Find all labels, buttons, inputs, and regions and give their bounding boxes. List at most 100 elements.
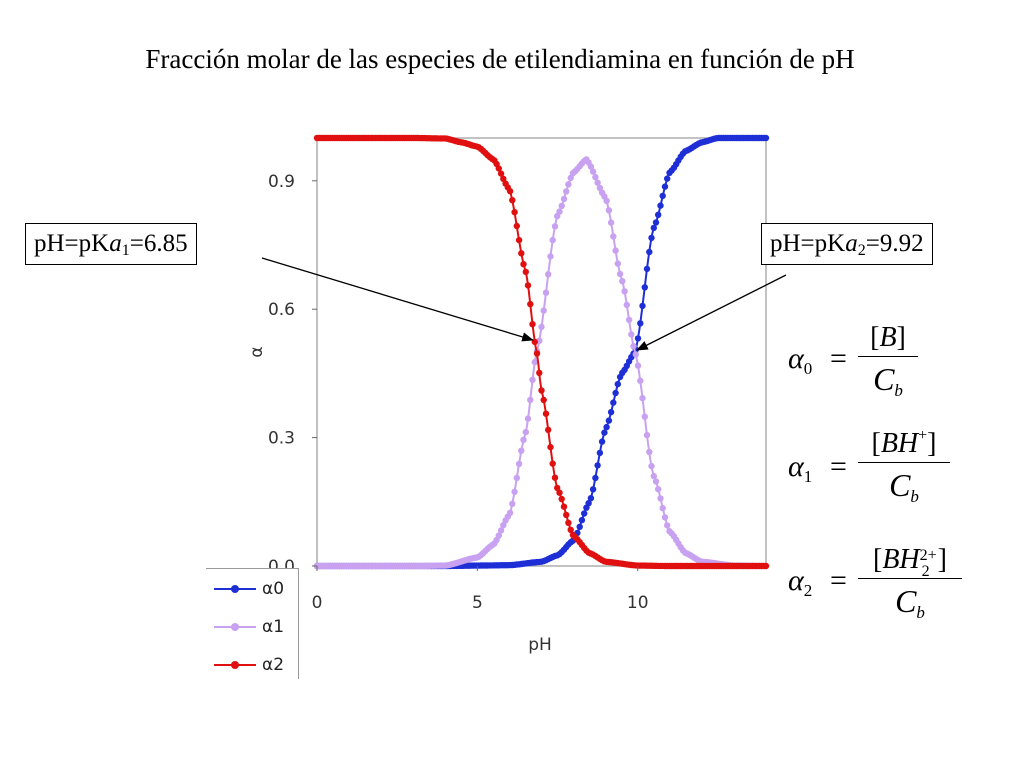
data-point [664,175,671,182]
page-title: Fracción molar de las especies de etilen… [145,44,855,74]
data-point [623,301,630,309]
alpha2-den-sub: b [916,603,925,622]
data-point [533,350,541,357]
data-point [643,265,651,273]
alpha2-equals: = [830,564,847,597]
data-point [495,532,502,539]
data-point [527,396,534,404]
data-point [524,415,532,422]
alpha2-index: 2 [803,581,813,600]
data-point [529,376,536,383]
y-tick-label: 0.3 [268,429,295,449]
data-point [594,179,601,186]
data-point [515,460,523,468]
data-point [607,219,615,226]
data-point [614,260,621,267]
pka1-value: =6.85 [129,230,188,257]
data-point [558,495,565,503]
data-point [518,447,525,454]
plot-area [316,137,767,567]
data-point [610,233,617,240]
alpha0-index: 0 [803,359,813,378]
alpha2-formula: α2 = [BH 2+ 2] Cb [788,538,988,633]
alpha0-species: B [879,322,897,353]
data-point [540,396,547,404]
data-point [549,236,556,244]
alpha0-formula: α0 = [B] Cb [788,322,988,412]
data-point [652,219,660,226]
pka2-var: a [845,230,858,257]
alpha2-fraction-bar [858,578,962,579]
y-axis-label: α [247,346,267,357]
data-point [515,236,523,244]
data-point [511,488,518,495]
data-point [648,234,655,242]
data-point [643,431,651,439]
pka1-sub: 1 [121,242,130,259]
alpha1-close-bracket: ] [927,428,937,459]
data-point [509,197,516,204]
data-point [655,486,662,493]
alpha1-equals: = [830,450,847,483]
data-point [655,211,662,218]
data-point [506,188,514,195]
data-point [646,248,653,256]
data-point [628,331,635,338]
data-point [630,343,637,350]
data-point [589,168,597,175]
data-point [762,134,770,142]
data-point [616,270,624,278]
alpha1-formula: α1 = [BH+] Cb [788,428,988,518]
data-point [661,183,669,190]
alpha1-species: BH [880,428,919,459]
data-point [520,436,527,443]
data-point [509,500,516,507]
data-point [594,462,601,469]
alpha1-open-bracket: [ [871,428,881,459]
data-point [610,399,617,406]
data-point [612,389,619,397]
data-point [497,170,505,177]
data-point [563,188,570,195]
data-point [542,289,550,296]
data-point [522,428,529,436]
data-point [603,423,610,431]
data-point [563,511,570,519]
alpha1-symbol: α [788,450,804,483]
alpha2-symbol: α [788,564,804,597]
data-point [545,271,552,278]
data-point [524,282,532,289]
data-point [659,192,666,200]
alpha0-den: C [873,361,895,397]
data-point [596,449,604,457]
data-point [558,202,565,210]
chart-legend: α0 α1 α2 [206,568,299,679]
data-point [513,222,520,230]
y-tick-label: 0.9 [268,172,295,192]
legend-swatch-alpha2 [214,661,256,669]
data-point [560,195,568,203]
data-point [567,526,574,533]
legend-swatch-alpha1 [214,623,256,631]
alpha2-open-bracket: [ [873,544,883,575]
data-point [589,486,597,493]
data-point [605,417,613,424]
data-point [547,443,554,451]
alpha0-close-bracket: ] [896,322,906,353]
alpha2-den: C [895,583,917,619]
data-point [587,495,595,502]
data-point [664,522,671,529]
data-point [603,197,610,204]
alpha0-symbol: α [788,342,804,375]
x-tick-label: 10 [627,593,649,613]
data-point [506,509,514,516]
data-point [648,462,655,470]
data-point [621,288,628,295]
data-point [657,202,664,209]
data-point [587,163,595,170]
alpha2-close-bracket: ] [937,544,947,575]
legend-label-alpha2: α2 [262,655,285,675]
data-point [522,268,529,276]
data-point [576,523,583,530]
